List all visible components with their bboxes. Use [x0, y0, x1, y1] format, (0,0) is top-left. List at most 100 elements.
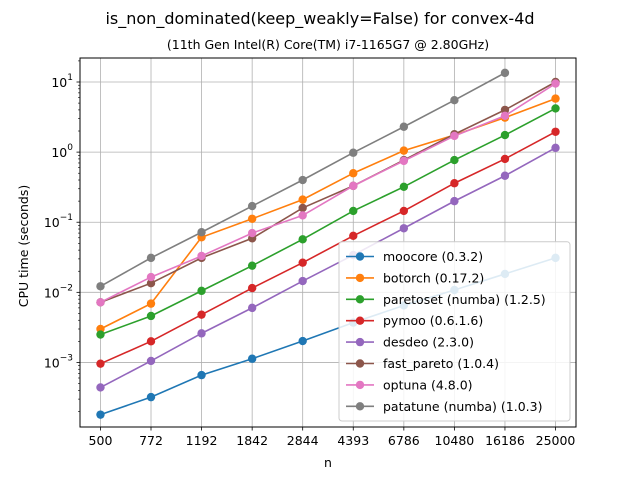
x-tick-label: 25000: [536, 433, 576, 448]
y-tick-base: 10: [51, 145, 67, 160]
data-point: [349, 169, 358, 178]
data-point: [96, 298, 105, 307]
y-tick-exponent: −3: [60, 353, 73, 363]
legend-item: botorch (0.17.2): [346, 270, 484, 285]
series-4: [96, 143, 560, 392]
data-point: [197, 286, 206, 296]
y-tick-label: 10−3: [44, 353, 73, 370]
x-axis-label: n: [324, 455, 332, 470]
data-point: [146, 337, 156, 346]
legend-item: patatune (numba) (1.0.3): [346, 399, 542, 414]
data-point: [500, 130, 510, 140]
data-point: [197, 228, 206, 237]
data-point: [349, 231, 358, 241]
y-tick-label: 100: [51, 143, 73, 160]
legend-marker: [355, 337, 365, 347]
y-tick-label: 10−1: [44, 213, 73, 230]
legend-item: pymoo (0.6.1.6): [346, 313, 483, 328]
legend-item: fast_pareto (1.0.4): [346, 356, 499, 371]
legend: moocore (0.3.2) botorch (0.17.2) paretoset…: [338, 241, 571, 422]
data-point: [450, 96, 459, 105]
data-point: [298, 258, 307, 267]
data-point: [96, 410, 105, 419]
x-tick-label: 500: [89, 433, 113, 448]
y-tick-base: 10: [51, 75, 67, 90]
x-tick-label: 2844: [287, 433, 319, 448]
data-point: [399, 122, 409, 131]
legend-marker: [355, 380, 365, 390]
data-point: [298, 336, 307, 346]
legend-label: optuna (4.8.0): [383, 377, 473, 392]
data-point: [247, 261, 257, 270]
data-point: [399, 224, 409, 233]
data-point: [551, 104, 560, 113]
legend-marker: [355, 273, 365, 283]
data-point: [247, 283, 257, 293]
y-tick-base: 10: [44, 285, 60, 300]
data-point: [551, 94, 560, 103]
data-point: [146, 356, 156, 366]
series-line: [100, 81, 556, 304]
y-tick-exponent: 1: [67, 73, 73, 83]
plot-frame: [79, 57, 577, 428]
legend-box: [338, 241, 571, 422]
chart-title: is_non_dominated(keep_weakly=False) for …: [105, 9, 534, 29]
data-point: [247, 214, 257, 223]
data-point: [349, 148, 358, 157]
series-layer: [96, 68, 560, 419]
legend-label: paretoset (numba) (1.2.5): [383, 292, 546, 307]
series-6: [96, 79, 560, 307]
data-point: [500, 171, 510, 180]
data-point: [450, 155, 459, 165]
y-tick-exponent: −1: [60, 213, 73, 223]
data-point: [500, 68, 510, 78]
x-axis-ticks: 500 772 1192 1842 2844 4393 6786 10480 16186 2500…: [89, 427, 576, 448]
x-tick-label: 10480: [435, 433, 475, 448]
y-tick-base: 10: [44, 215, 60, 230]
data-point: [298, 276, 307, 286]
x-tick-label: 772: [139, 433, 163, 448]
legend-label: fast_pareto (1.0.4): [383, 356, 499, 371]
legend-label: moocore (0.3.2): [383, 249, 483, 264]
legend-marker: [355, 359, 365, 368]
legend-label: botorch (0.17.2): [383, 270, 484, 285]
chart-subtitle: (11th Gen Intel(R) Core(TM) i7-1165G7 @ …: [167, 37, 489, 52]
data-point: [551, 143, 560, 153]
legend-label: desdeo (2.3.0): [383, 335, 474, 350]
data-point: [96, 383, 105, 392]
legend-marker: [355, 295, 365, 304]
data-point: [298, 203, 307, 213]
data-point: [247, 201, 257, 211]
legend-item: desdeo (2.3.0): [346, 335, 474, 350]
y-axis-label: CPU time (seconds): [16, 185, 31, 307]
data-point: [450, 196, 459, 206]
data-point: [247, 354, 257, 363]
y-tick-exponent: 0: [67, 143, 73, 153]
x-tick-label: 16186: [485, 433, 525, 448]
data-point: [399, 146, 409, 155]
data-point: [298, 211, 307, 220]
data-point: [500, 154, 510, 164]
data-point: [197, 329, 206, 338]
legend-marker: [355, 316, 365, 325]
data-point: [247, 303, 257, 313]
legend-item: moocore (0.3.2): [346, 249, 483, 264]
data-point: [197, 370, 206, 380]
y-tick-label: 101: [51, 73, 73, 90]
data-point: [197, 310, 206, 319]
data-point: [349, 206, 358, 216]
legend-item: paretoset (numba) (1.2.5): [346, 292, 546, 307]
data-point: [146, 278, 156, 288]
series-line: [100, 107, 556, 336]
data-point: [450, 179, 459, 188]
x-tick-label: 6786: [388, 433, 420, 448]
data-point: [551, 79, 560, 88]
legend-label: patatune (numba) (1.0.3): [383, 399, 542, 414]
data-point: [399, 182, 409, 192]
data-point: [399, 156, 409, 166]
data-point: [298, 235, 307, 244]
series-line: [100, 82, 556, 304]
data-point: [96, 330, 105, 339]
